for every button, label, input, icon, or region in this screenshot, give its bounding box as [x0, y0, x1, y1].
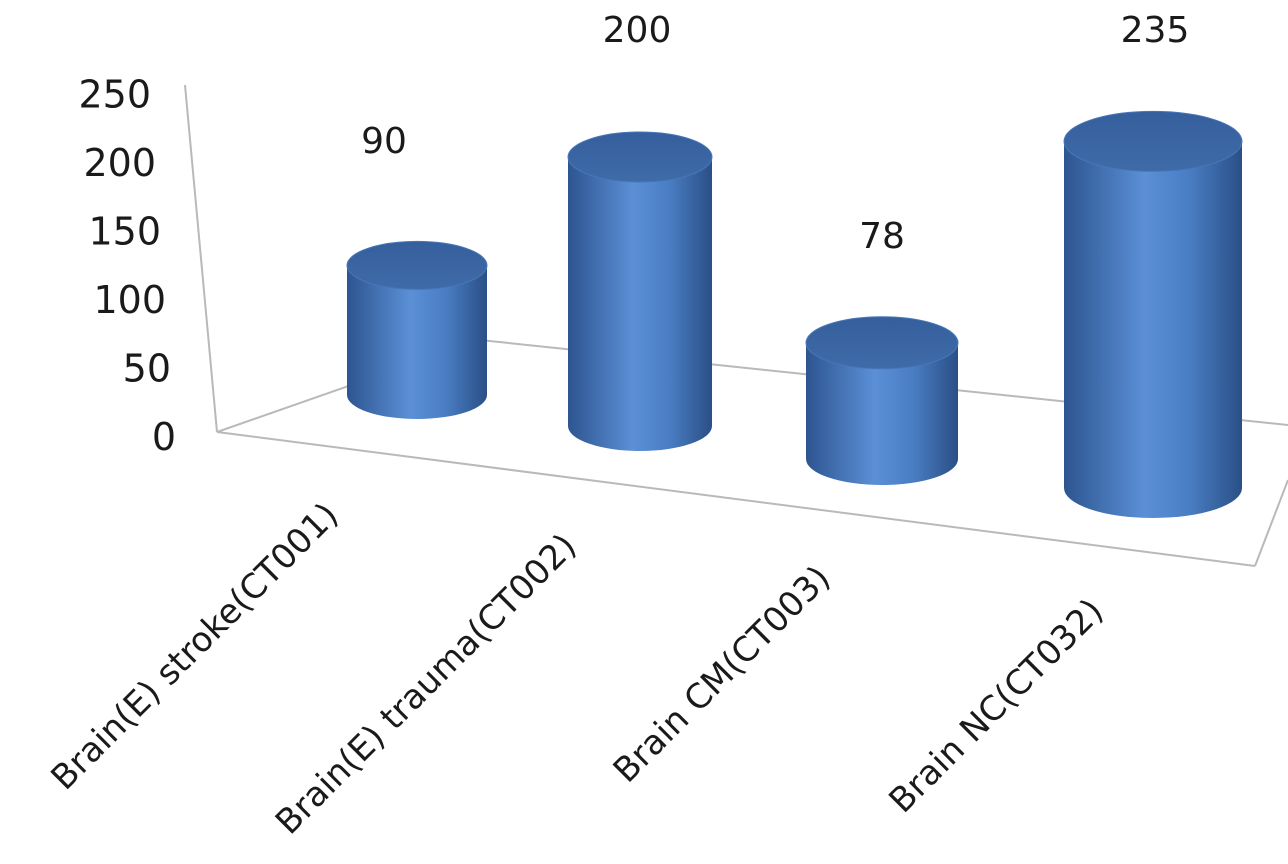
bar-body [806, 342, 958, 485]
back-wall-left-edge [184, 84, 218, 433]
bar-top [1063, 110, 1243, 172]
bar-body [1064, 141, 1242, 518]
floor-front-edge [216, 431, 1256, 567]
category-label: Brain(E) trauma(CT002) [268, 526, 584, 842]
bar [346, 240, 488, 419]
y-tick-label: 100 [93, 278, 166, 322]
bar-top [567, 131, 713, 183]
side-wall-right-edge [1254, 479, 1288, 567]
bar [567, 131, 713, 451]
data-label: 90 [361, 121, 407, 162]
y-tick-label: 0 [152, 415, 176, 459]
data-labels: 90 200 78 235 [361, 10, 1189, 257]
category-label: Brain(E) stroke(CT001) [43, 495, 346, 798]
category-label: Brain CM(CT003) [606, 558, 839, 791]
y-tick-label: 250 [78, 73, 151, 117]
category-label: Brain NC(CT032) [882, 591, 1112, 821]
data-label: 78 [859, 216, 905, 257]
bar-body [347, 265, 487, 419]
y-tick-label: 50 [123, 347, 171, 391]
bar-top [805, 316, 959, 370]
data-label: 235 [1121, 10, 1190, 51]
bar [1063, 110, 1243, 518]
bars [346, 110, 1243, 518]
y-axis-ticks: 0 50 100 150 200 250 [78, 73, 176, 460]
bar-top [346, 240, 488, 290]
category-labels: Brain(E) stroke(CT001)Brain(E) trauma(CT… [43, 495, 1111, 842]
bar [805, 316, 959, 485]
y-tick-label: 200 [83, 141, 156, 185]
y-tick-label: 150 [88, 210, 161, 254]
bar-body [568, 157, 712, 451]
data-label: 200 [603, 10, 672, 51]
